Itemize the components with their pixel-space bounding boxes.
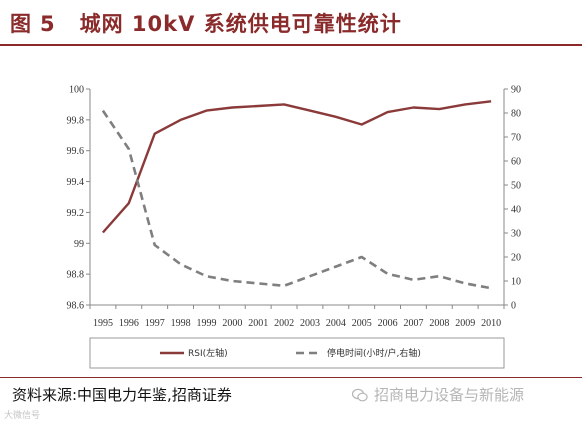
header-rule [0,44,582,46]
source-note: 资料来源:中国电力年鉴,招商证券 [12,386,232,404]
chart-axes: 98.6 98.8 99 99.2 99.4 99.6 99.8 100 0 10 20 30 40 50… [67,85,522,330]
y-left-tick-label: 99.2 [67,208,85,219]
x-tick-label: 1999 [196,318,216,329]
x-tick-label: 2003 [300,318,320,329]
y-right-tick-label: 40 [511,205,521,216]
reliability-chart: 98.6 98.8 99 99.2 99.4 99.6 99.8 100 0 10 20 30 40 50… [67,85,522,369]
legend-label-rsi: RSI(左轴) [188,347,228,359]
figure-header: 图 5 城网 10kV 系统供电可靠性统计 [0,0,582,52]
y-left-tick-label: 99 [74,239,84,250]
y-right-tick-label: 50 [511,181,521,192]
x-tick-label: 2000 [222,318,242,329]
y-right-tick-label: 80 [511,109,521,120]
y-right-tick-label: 30 [511,229,521,240]
figure-title-text: 城网 10kV 系统供电可靠性统计 [79,12,402,36]
x-tick-label: 2010 [481,318,501,329]
chart-legend: RSI(左轴) 停电时间(小时/户,右轴) [89,337,505,369]
x-tick-label: 2001 [248,318,268,329]
figure-label: 图 [10,12,32,36]
y-left-tick-label: 98.8 [67,270,85,281]
y-left-tick-label: 99.8 [67,115,85,126]
x-tick-label: 2002 [274,318,294,329]
x-tick-label: 1997 [145,318,165,329]
y-right-tick-label: 60 [511,157,521,168]
figure-number: 5 [40,12,56,36]
x-tick-label: 1996 [119,318,139,329]
y-left-tick-label: 98.6 [67,301,85,312]
footer-rule [0,377,582,378]
x-tick-label: 2004 [326,318,346,329]
x-tick-label: 1995 [93,318,113,329]
y-left-tick-label: 100 [69,85,84,96]
y-left-tick-label: 99.4 [67,177,85,188]
legend-label-outage: 停电时间(小时/户,右轴) [327,347,421,359]
outage-time-series-line [101,109,492,290]
y-right-tick-label: 0 [511,301,516,312]
x-tick-label: 2008 [429,318,449,329]
y-right-tick-label: 10 [511,277,521,288]
x-tick-label: 1998 [171,318,191,329]
watermark-text: 招商电力设备与新能源 [374,386,525,404]
chart-series [101,100,492,290]
x-tick-label: 2006 [378,318,398,329]
x-tick-label: 2005 [352,318,372,329]
wechat-icon [352,388,368,401]
watermark: 招商电力设备与新能源 [352,384,524,405]
watermark-small: 大微信号 [4,411,41,421]
y-right-tick-label: 20 [511,253,521,264]
rsi-series-line [102,100,492,234]
figure-title: 图 5 城网 10kV 系统供电可靠性统计 [10,8,402,38]
x-tick-label: 2009 [455,318,475,329]
y-left-tick-label: 99.6 [67,146,85,157]
x-tick-label: 2007 [403,318,423,329]
y-right-tick-label: 90 [511,85,521,96]
y-right-tick-label: 70 [511,133,521,144]
